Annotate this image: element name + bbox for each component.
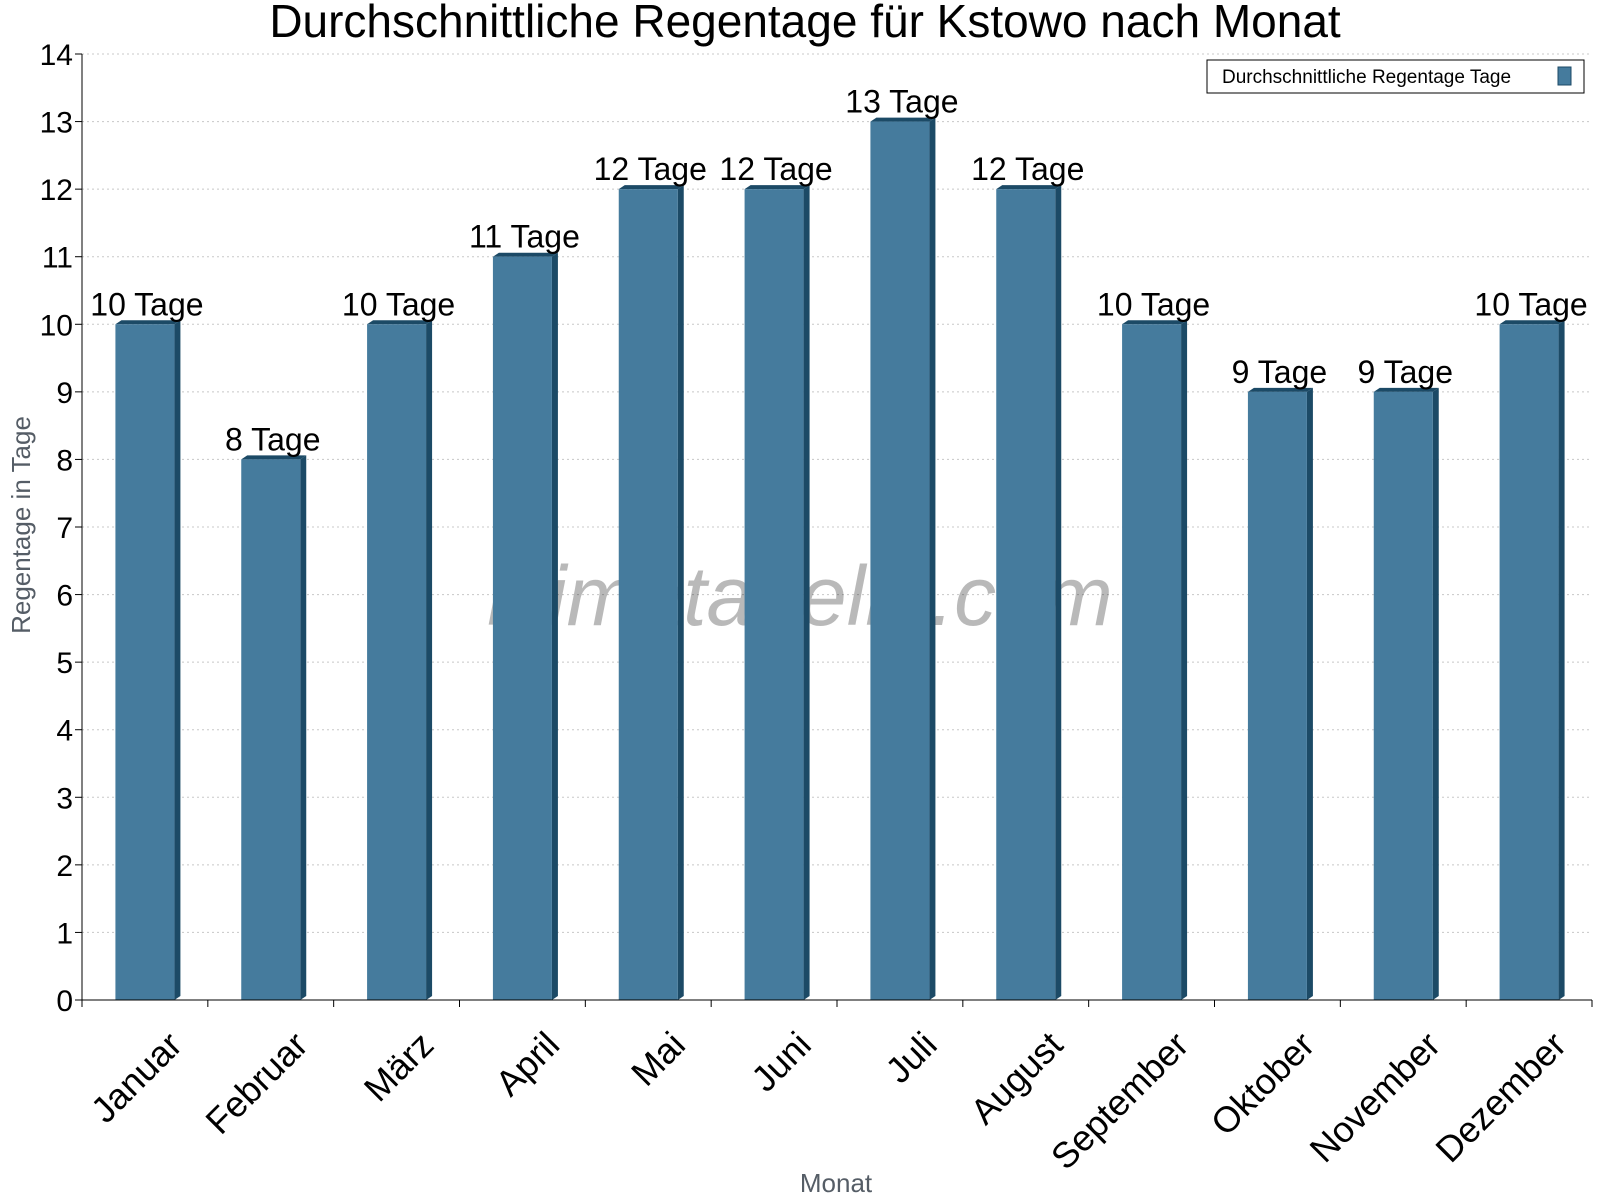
bar-side [1432, 387, 1439, 1000]
bar-group [241, 455, 307, 1000]
bar [618, 189, 678, 1001]
data-label: 9 Tage [1232, 354, 1328, 390]
bar [1373, 391, 1433, 1000]
y-tick-label: 14 [40, 39, 73, 72]
x-tick-label: November [1302, 1024, 1448, 1170]
bar-side [929, 117, 936, 1001]
bar-top [1373, 387, 1439, 392]
bar-top [870, 117, 936, 122]
y-tick-label: 9 [56, 377, 73, 410]
bar-group [367, 320, 433, 1000]
bar [115, 324, 175, 1000]
legend-swatch [1557, 66, 1572, 86]
bar-side [803, 185, 810, 1001]
data-label: 12 Tage [971, 151, 1084, 187]
y-axis-title: Regentage in Tage [6, 416, 36, 634]
y-tick-label: 8 [56, 444, 73, 477]
bar-top [996, 185, 1062, 190]
y-tick-label: 12 [40, 174, 73, 207]
bar-group [1373, 387, 1439, 1000]
x-tick-label: Februar [197, 1024, 315, 1142]
data-label: 10 Tage [90, 286, 203, 322]
bar-top [241, 455, 307, 460]
bar-top [1122, 320, 1188, 325]
bar-side [1055, 185, 1062, 1001]
bar [744, 189, 804, 1001]
data-label: 10 Tage [1097, 286, 1210, 322]
legend: Durchschnittliche Regentage Tage [1206, 59, 1585, 94]
x-tick-label: August [962, 1024, 1070, 1132]
x-tick-label: Dezember [1427, 1024, 1573, 1170]
x-tick-label: Juli [877, 1024, 944, 1091]
data-label: 9 Tage [1358, 354, 1454, 390]
bar [492, 256, 552, 1000]
data-label: 10 Tage [1474, 286, 1587, 322]
bar [1122, 324, 1182, 1000]
bar-group [870, 117, 936, 1001]
bar-group [1247, 387, 1313, 1000]
legend-box [1206, 59, 1585, 94]
y-tick-label: 13 [40, 107, 73, 140]
bar [996, 189, 1056, 1001]
y-tick-label: 7 [56, 512, 73, 545]
y-tick-label: 3 [56, 782, 73, 815]
bar-top [744, 185, 810, 190]
bar [870, 121, 930, 1001]
bar [1247, 391, 1307, 1000]
bar-top [115, 320, 181, 325]
data-label: 8 Tage [225, 421, 321, 457]
x-tick-label: Juni [743, 1024, 819, 1100]
bar-side [174, 320, 181, 1000]
y-tick-label: 4 [56, 715, 73, 748]
data-label: 12 Tage [719, 151, 832, 187]
y-tick-label: 2 [56, 850, 73, 883]
bar-top [367, 320, 433, 325]
bar-group [1499, 320, 1565, 1000]
y-tick-label: 6 [56, 580, 73, 613]
gridlines [82, 53, 1592, 933]
data-label: 10 Tage [342, 286, 455, 322]
bar-side [677, 185, 684, 1001]
bar [367, 324, 427, 1000]
bar-group [996, 185, 1062, 1001]
y-tick-label: 10 [40, 309, 73, 342]
bar-top [1247, 387, 1313, 392]
bar [241, 459, 301, 1000]
bar-top [618, 185, 684, 190]
bar-side [426, 320, 433, 1000]
y-tick-label: 11 [42, 242, 73, 275]
bar-side [1181, 320, 1188, 1000]
bar [1499, 324, 1559, 1000]
chart-title: Durchschnittliche Regentage für Kstowo n… [269, 0, 1341, 47]
legend-label: Durchschnittliche Regentage Tage [1222, 67, 1511, 88]
bar-series [115, 117, 1565, 1001]
y-tick-label: 0 [56, 985, 73, 1018]
data-label: 13 Tage [845, 84, 958, 120]
y-tick-label: 5 [56, 647, 73, 680]
x-tick-label: April [487, 1024, 567, 1104]
bar-top [1499, 320, 1565, 325]
bar-group [744, 185, 810, 1001]
bar-side [551, 252, 558, 1000]
data-labels: 10 Tage 8 Tage 10 Tage 11 Tage 12 Tage 12 Tag… [90, 84, 1587, 458]
y-tick-label: 1 [56, 917, 73, 950]
data-label: 11 Tage [469, 219, 580, 255]
x-tick-label: Oktober [1203, 1024, 1323, 1144]
data-label: 12 Tage [594, 151, 707, 187]
bar-side [1306, 387, 1313, 1000]
bar-side [300, 455, 307, 1000]
bar-top [492, 252, 558, 257]
bar-side [1558, 320, 1565, 1000]
x-tick-label: Januar [83, 1024, 190, 1131]
x-tick-label: Mai [623, 1024, 693, 1094]
bar-group [492, 252, 558, 1000]
x-tick-label: März [356, 1024, 442, 1110]
bar-group [618, 185, 684, 1001]
x-tick-label: September [1043, 1024, 1197, 1178]
bar-group [115, 320, 181, 1000]
x-axis-title: Monat [800, 1168, 873, 1198]
bar-group [1122, 320, 1188, 1000]
